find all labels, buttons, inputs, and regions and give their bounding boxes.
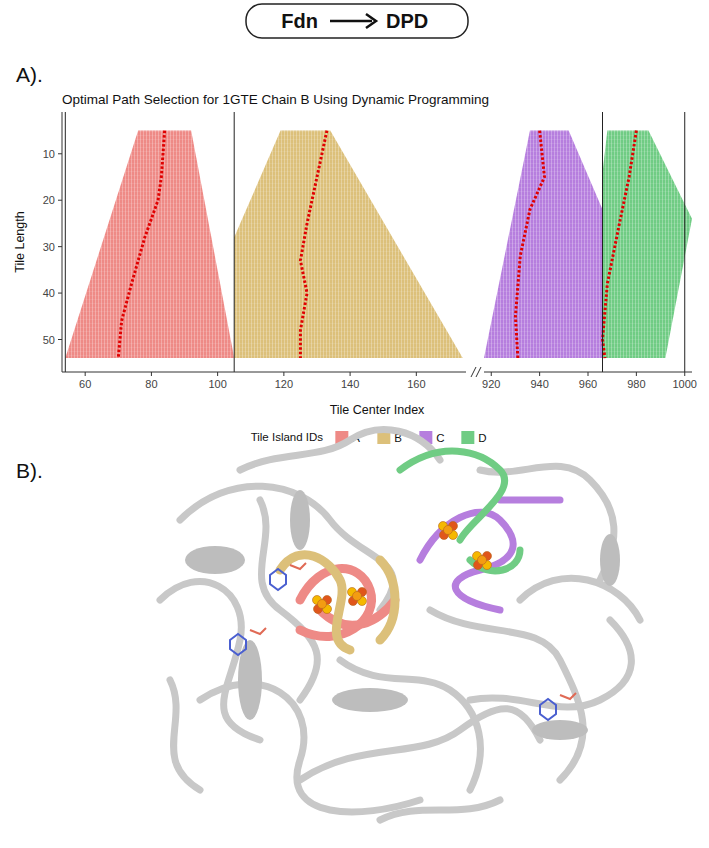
break-mark (476, 367, 481, 377)
ribbon-gray (380, 800, 500, 820)
fe-s-cluster (444, 526, 453, 535)
y-tick-label: 20 (43, 194, 55, 206)
y-tick (58, 200, 62, 201)
fe-s-cluster (318, 600, 327, 609)
island-boundary (684, 112, 685, 372)
ribbon-island (380, 560, 395, 640)
y-axis-title: Tile Length (13, 211, 27, 272)
ribbon-island (500, 497, 560, 504)
x-tick-label: 160 (407, 378, 425, 390)
x-tick (151, 372, 152, 376)
optimal-path (603, 131, 637, 359)
x-tick-label: 920 (482, 378, 500, 390)
ribbon-gray (180, 486, 393, 610)
header-box (246, 4, 468, 38)
break-mark (471, 367, 476, 377)
panel-label: A). (16, 63, 43, 86)
y-axis: 10 20 30 40 50 Tile Length (13, 112, 62, 372)
header-arrow-head (366, 14, 376, 28)
legend-title: Tile Island IDs (251, 431, 324, 443)
y-tick-label: 10 (43, 148, 55, 160)
optimal-path (118, 131, 164, 359)
x-tick (416, 372, 417, 376)
x-tick (283, 372, 284, 376)
structure-view (160, 430, 640, 820)
plot-panel (484, 112, 692, 372)
figure: Fdn DPD A). B). Optimal Path Selection for 1… (0, 0, 709, 848)
x-tick-label: 80 (145, 378, 157, 390)
helix-gray (290, 490, 310, 550)
x-tick (636, 372, 637, 376)
y-tick (58, 246, 62, 247)
x-tick-label: 980 (627, 378, 645, 390)
helix-gray (185, 546, 245, 574)
tile-island (234, 131, 462, 359)
island-boundary (234, 112, 235, 372)
x-axis: 920 940 960 980 1000 (482, 372, 697, 390)
ligand (230, 634, 246, 655)
x-tick-label: 1000 (673, 378, 697, 390)
y-axis-line (62, 112, 63, 372)
legend-key (461, 431, 474, 444)
x-axis-line (62, 372, 466, 373)
x-tick-label: 60 (79, 378, 91, 390)
ribbon-island (320, 600, 395, 625)
x-tick-label: 120 (275, 378, 293, 390)
chart-title: Optimal Path Selection for 1GTE Chain B … (62, 92, 489, 107)
tile-island (65, 131, 234, 359)
ligand (560, 693, 576, 699)
helix-gray (532, 720, 588, 740)
ligand (290, 563, 306, 569)
x-tick (684, 372, 685, 376)
y-tick-label: 50 (43, 334, 55, 346)
x-tick (217, 372, 218, 376)
x-tick (588, 372, 589, 376)
x-tick (539, 372, 540, 376)
x-tick-label: 960 (579, 378, 597, 390)
ribbon-gray (470, 620, 631, 707)
tile-island (484, 131, 603, 359)
island-boundary (65, 112, 66, 372)
tile-island (603, 131, 692, 359)
fe-s-cluster (478, 556, 487, 565)
ribbon-gray (170, 680, 200, 790)
fe-s-cluster (353, 592, 362, 601)
island-boundary (602, 112, 603, 372)
ligand (250, 628, 266, 634)
ribbon-gray (340, 660, 480, 790)
legend-label: C (436, 432, 444, 444)
ribbon-island (470, 550, 520, 571)
ribbon-island (400, 451, 505, 540)
x-tick-label: 100 (208, 378, 226, 390)
optimal-path (300, 131, 326, 359)
plot-panel (65, 112, 462, 372)
y-tick-label: 40 (43, 287, 55, 299)
axis-break (471, 367, 481, 377)
ligand (270, 569, 286, 590)
x-axis: 60 80 100 120 140 160 (62, 372, 466, 390)
header-right: DPD (386, 10, 428, 32)
x-tick-label: 940 (530, 378, 548, 390)
panel-label: B). (16, 459, 43, 482)
y-tick (58, 153, 62, 154)
legend-label: D (478, 432, 486, 444)
header-arrow (330, 20, 372, 23)
y-tick-label: 30 (43, 241, 55, 253)
x-tick (491, 372, 492, 376)
x-tick-label: 140 (341, 378, 359, 390)
ribbon-gray (300, 709, 540, 780)
header-left: Fdn (281, 10, 318, 32)
ribbon-island (280, 555, 350, 650)
helix-gray (600, 534, 620, 586)
optimal-path (515, 131, 544, 359)
x-axis-title: Tile Center Index (330, 403, 425, 417)
helix-gray (332, 688, 408, 712)
ligand (540, 699, 556, 720)
x-tick (85, 372, 86, 376)
x-tick (350, 372, 351, 376)
y-tick (58, 339, 62, 340)
header: Fdn DPD (246, 4, 468, 38)
ribbon-gray (520, 578, 640, 620)
y-tick (58, 293, 62, 294)
